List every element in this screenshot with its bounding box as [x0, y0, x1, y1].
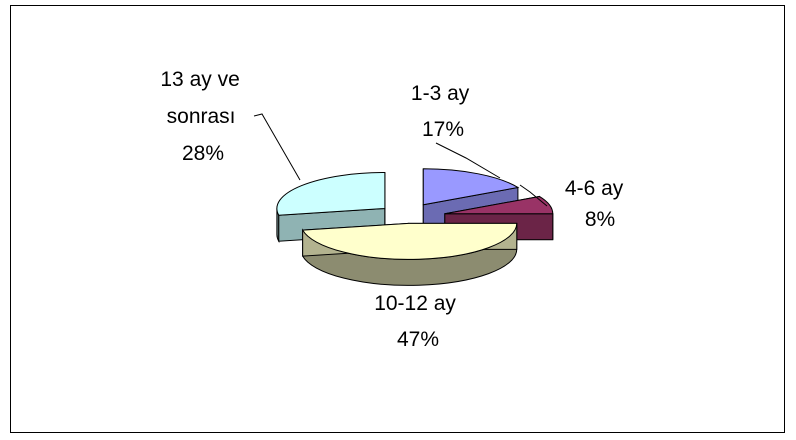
slice-label-4-6-ay: 4-6 ay 8% [565, 177, 629, 231]
slices-layer [276, 168, 554, 286]
slice-label-1-3-ay: 1-3 ay 17% [411, 82, 475, 141]
leader-line-1-3-ay [435, 142, 501, 179]
chart-frame [10, 5, 785, 433]
slice-labels: 1-3 ay 17% 4-6 ay 8% 10-12 ay 47% 13 ay … [160, 68, 629, 351]
leader-line-13-ay-ve-sonrasi [253, 113, 301, 181]
pie-slice-10-12-ay [301, 222, 518, 286]
slice-top [276, 171, 386, 216]
leader-line-4-6-ay [519, 184, 548, 207]
slice-label-13-ay-ve-sonrasi: 13 ay ve sonrası 28% [160, 68, 245, 165]
leader-lines [253, 113, 548, 207]
slice-label-10-12-ay: 10-12 ay 47% [374, 292, 462, 351]
slice-top [422, 168, 520, 206]
slice-top [444, 195, 554, 215]
slice-top [301, 222, 518, 260]
